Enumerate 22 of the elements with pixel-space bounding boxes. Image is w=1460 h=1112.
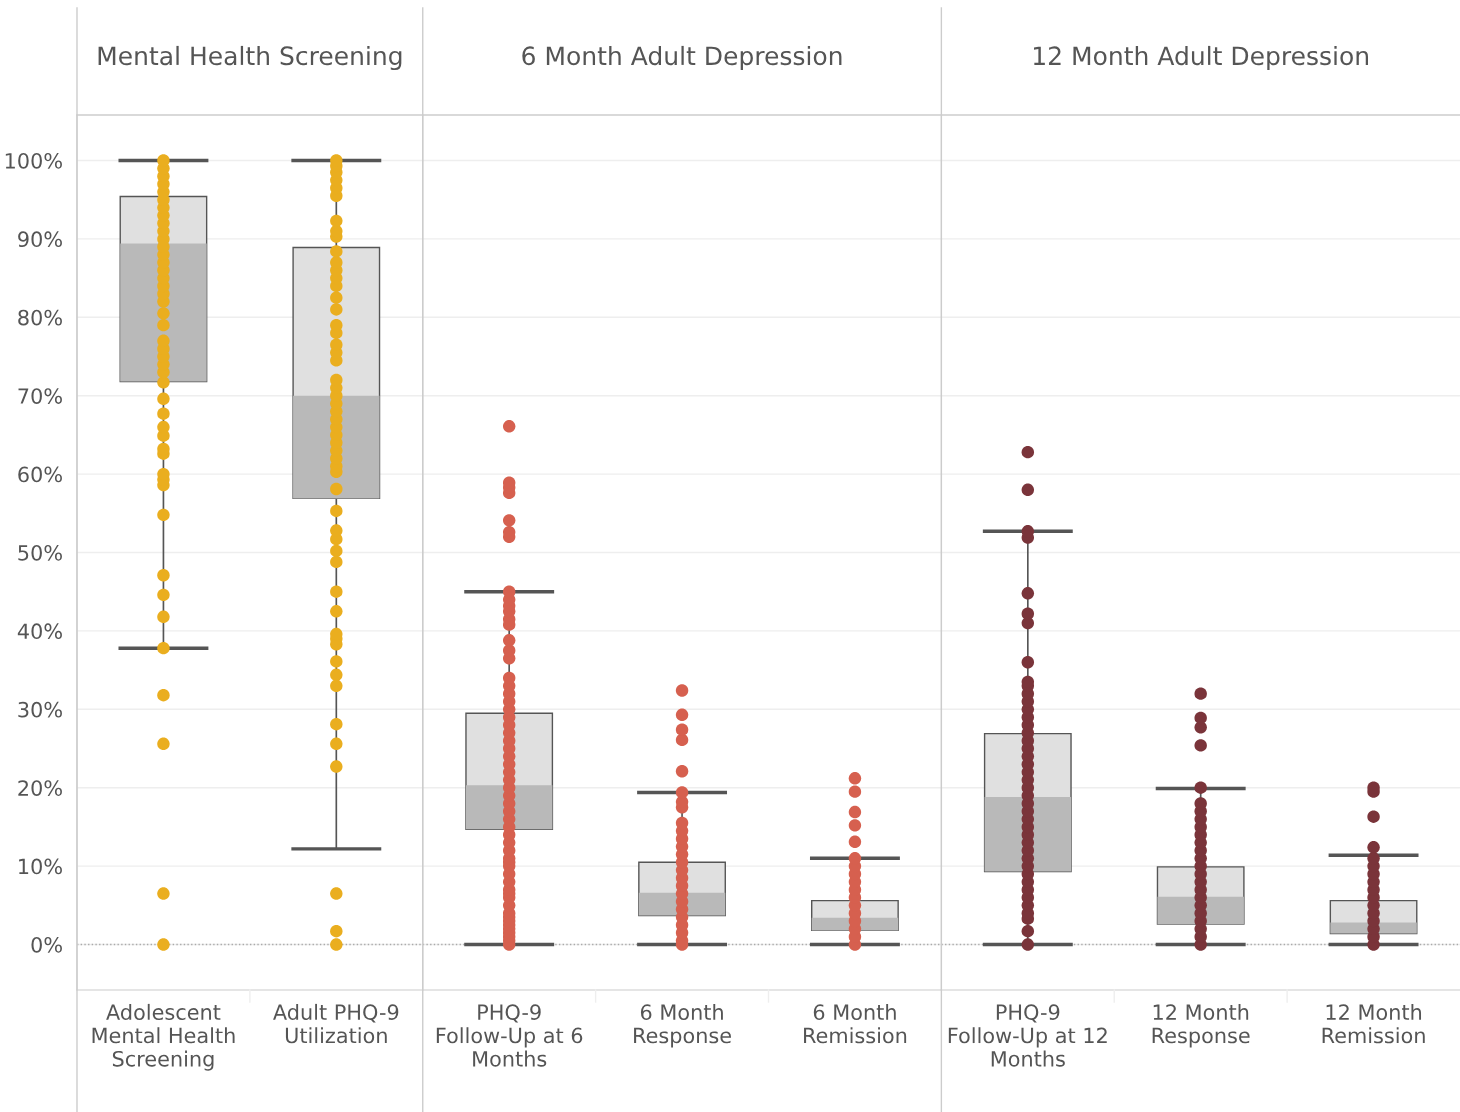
- y-tick-label: 90%: [18, 231, 62, 248]
- y-tick-label: 0%: [31, 936, 62, 953]
- y-tick-label: 20%: [18, 780, 62, 796]
- y-tick-label: 60%: [18, 466, 62, 483]
- y-tick-label: 80%: [18, 309, 62, 326]
- x-tick-label: 12 Month Response: [1152, 1003, 1250, 1048]
- y-tick-label: 40%: [17, 623, 62, 640]
- x-tick-label: 12 Month Remission: [1322, 1003, 1425, 1044]
- y-tick-label: 50%: [18, 544, 62, 561]
- y-tick-label: 30%: [18, 701, 62, 718]
- x-tick-label: 6 Month Response: [634, 1003, 731, 1048]
- chart-title: 12 Month Adult Depression: [1034, 45, 1368, 71]
- x-tick-label: PHQ-9 Follow-Up at 6 Months: [436, 1004, 583, 1067]
- y-tick-label: 10%: [19, 858, 62, 875]
- x-tick-label: Adult PHQ-9 Utilization: [273, 1003, 399, 1044]
- x-tick-label: Adolescent Mental Health Screening: [92, 1003, 235, 1071]
- x-tick-label: 6 Month Remission: [804, 1003, 907, 1044]
- y-tick-label: 70%: [18, 388, 62, 404]
- chart-title: 6 Month Adult Depression: [522, 45, 842, 71]
- chart-title: Mental Health Screening: [98, 45, 402, 71]
- y-tick-label: 100%: [5, 152, 62, 169]
- x-tick-label: PHQ-9 Follow-Up at 12 Months: [948, 1004, 1107, 1067]
